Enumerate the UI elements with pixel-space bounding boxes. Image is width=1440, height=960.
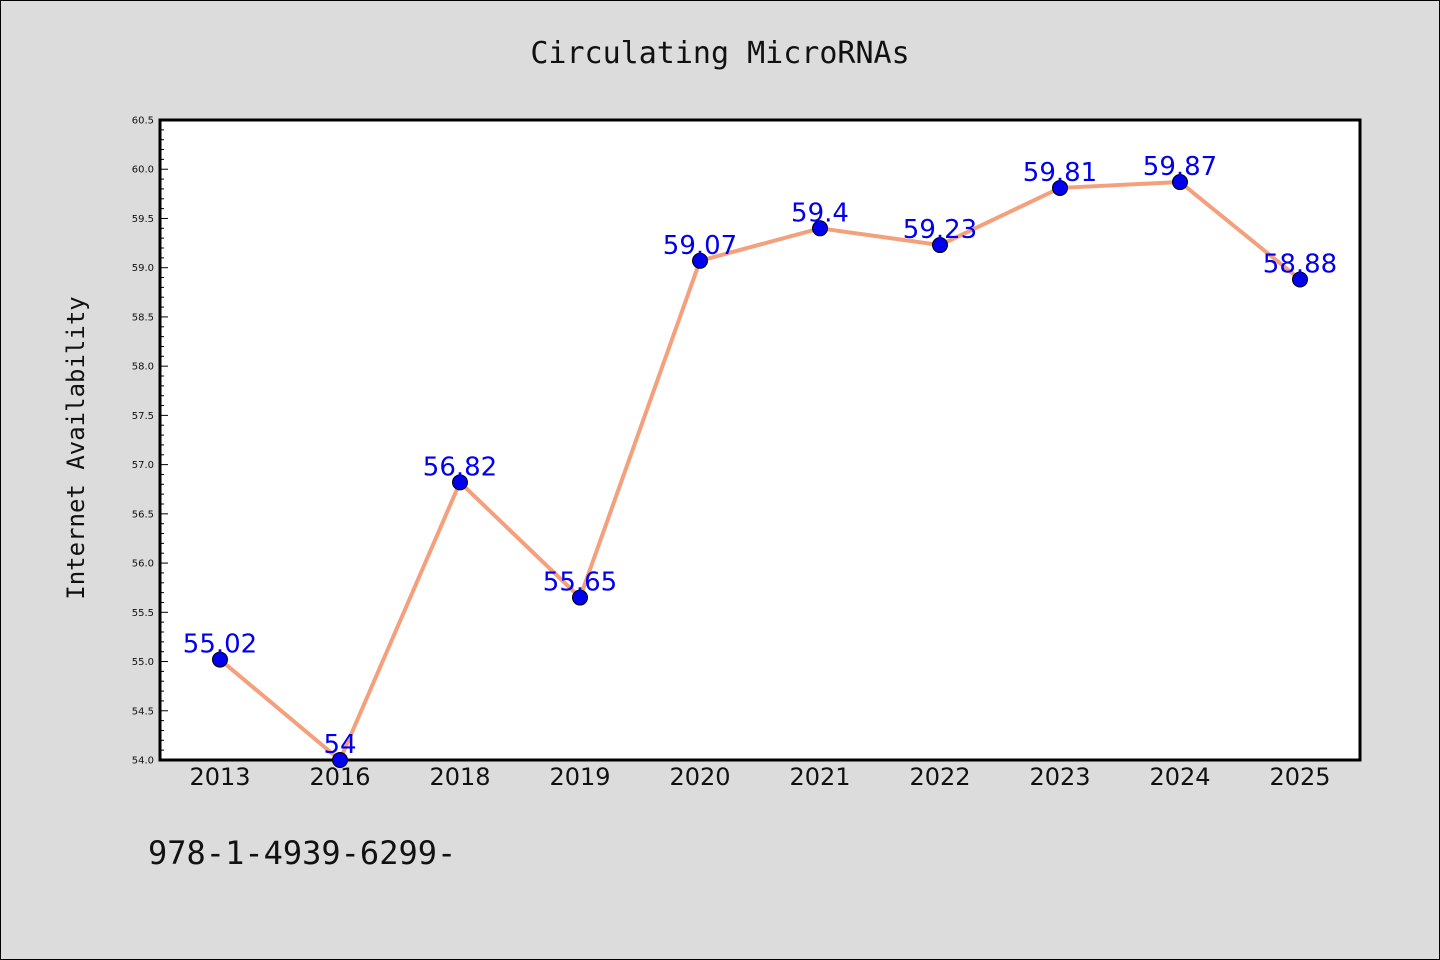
x-tick-label: 2018 (429, 763, 490, 791)
y-tick-label: 57.5 (132, 411, 154, 422)
y-tick-label: 55.5 (132, 608, 154, 619)
data-label: 55.65 (543, 568, 617, 598)
data-label: 55.02 (183, 630, 257, 660)
data-label: 58.88 (1263, 250, 1337, 280)
data-point (572, 589, 588, 606)
data-point (332, 752, 348, 768)
x-tick-label: 2013 (189, 763, 250, 791)
data-point (1172, 174, 1188, 191)
data-label: 59.87 (1143, 152, 1217, 182)
x-tick-label: 2022 (909, 763, 970, 791)
y-tick-label: 59.0 (132, 263, 154, 274)
data-label: 59.23 (903, 215, 977, 245)
x-tick-label: 2021 (789, 763, 850, 791)
data-point (932, 237, 948, 254)
y-tick-label: 60.0 (132, 165, 154, 176)
series-line (218, 180, 1302, 762)
footnote-text: 978-1-4939-6299- (148, 834, 456, 872)
y-tick-label: 56.0 (132, 559, 154, 570)
data-point (1292, 271, 1308, 288)
y-tick-label: 57.0 (132, 460, 154, 471)
data-point (212, 651, 228, 668)
y-tick-label: 60.5 (132, 116, 154, 127)
data-point (812, 220, 828, 237)
data-label: 54 (323, 730, 356, 760)
x-tick-label: 2024 (1149, 763, 1210, 791)
y-tick-label: 58.0 (132, 362, 154, 373)
y-tick-label: 59.5 (132, 214, 154, 225)
y-tick-label: 55.0 (132, 657, 154, 668)
x-tick-label: 2025 (1269, 763, 1330, 791)
data-point (452, 474, 468, 491)
y-axis-label: Internet Availability (62, 296, 90, 599)
data-point (1052, 179, 1068, 196)
data-labels-group: 55.02 54 56.82 55.65 59.07 59.4 59.23 59.81 59.8… (183, 152, 1337, 760)
data-label: 56.82 (423, 452, 497, 482)
plot-area (158, 118, 1362, 762)
data-label: 59.81 (1023, 158, 1097, 188)
y-tick-label: 54.5 (132, 706, 154, 717)
data-point (692, 252, 708, 269)
markers-group (212, 174, 1308, 768)
data-label: 59.07 (663, 231, 737, 261)
y-axis: 54.0 54.5 55.0 55.5 56.0 56.5 57.0 57.5 58.0 58.5… (132, 116, 168, 767)
y-tick-label: 54.0 (132, 756, 154, 767)
x-tick-label: 2023 (1029, 763, 1090, 791)
chart-title: Circulating MicroRNAs (530, 36, 909, 71)
series-group (218, 180, 1302, 762)
x-axis: 2013 2016 2018 2019 2020 2021 2022 2023 2024 2025 (189, 763, 1330, 791)
data-label: 59.4 (791, 198, 849, 228)
x-tick-label: 2019 (549, 763, 610, 791)
y-tick-label: 56.5 (132, 509, 154, 520)
y-tick-label: 58.5 (132, 312, 154, 323)
x-tick-label: 2020 (669, 763, 730, 791)
